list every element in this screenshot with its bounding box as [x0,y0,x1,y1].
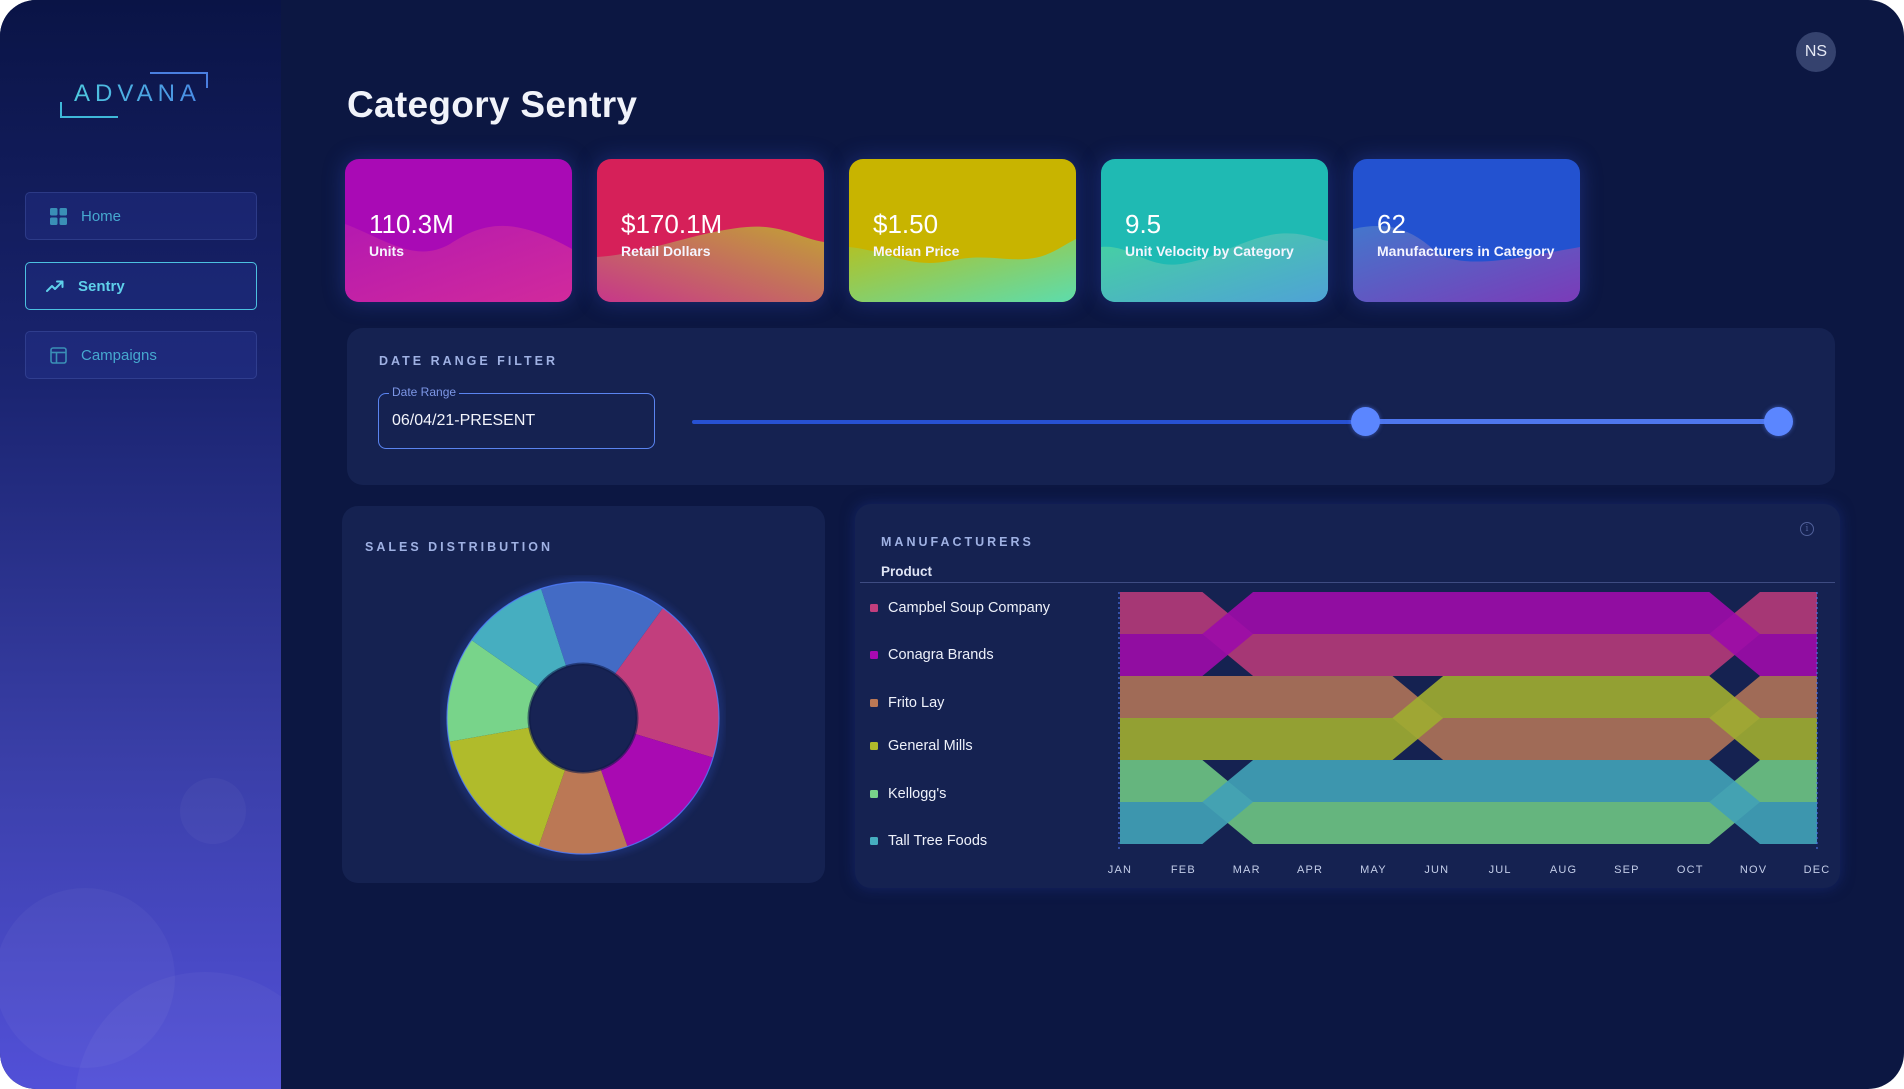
donut-slice[interactable] [540,582,663,676]
sales-distribution-donut-chart [444,579,722,857]
legend-label: Frito Lay [888,695,945,711]
legend-swatch [870,651,878,659]
panel-title: DATE RANGE FILTER [379,354,559,368]
date-slider-end-handle[interactable] [1764,407,1793,436]
date-range-field[interactable]: Date Range [378,385,655,449]
sidebar-item-label: Campaigns [81,346,157,364]
sidebar-item-sentry[interactable]: Sentry [25,262,257,310]
user-avatar[interactable]: NS [1796,32,1836,72]
manufacturers-bump-chart [1118,592,1818,850]
advana-logo[interactable]: ADVANA [60,72,210,122]
card-wave-background [597,159,824,302]
kpi-value: $1.50 [873,209,939,239]
kpi-label: Median Price [873,243,960,259]
legend-swatch [870,790,878,798]
x-axis-label: MAR [1232,864,1261,876]
header-divider [860,582,1835,583]
bump-band[interactable] [1120,760,1817,844]
kpi-card-median-price: $1.50 Median Price [849,159,1076,302]
info-icon[interactable]: i [1800,522,1814,536]
legend-label: Campbel Soup Company [888,600,1051,616]
x-axis-label: JUL [1488,864,1512,876]
kpi-value: 9.5 [1125,209,1162,239]
kpi-label: Manufacturers in Category [1377,243,1555,259]
kpi-label: Units [369,243,404,259]
x-axis-label: FEB [1170,864,1196,876]
legend-item-kelloggs: Kellogg's [870,786,946,802]
donut-slice[interactable] [471,588,567,688]
kpi-value: 110.3M [369,209,454,239]
card-wave-background [849,159,1076,302]
card-wave-background [1101,159,1328,302]
donut-slice[interactable] [538,768,628,854]
kpi-card-units: 110.3M Units [345,159,572,302]
legend-label: General Mills [888,738,973,754]
sidebar-item-label: Home [81,207,122,225]
bump-band[interactable] [1120,676,1817,760]
logo-bracket [150,72,208,88]
donut-hole [529,664,637,772]
legend-swatch [870,604,878,612]
kpi-value: 62 [1377,209,1406,239]
field-label: Date Range [389,385,460,399]
x-axis-label: AUG [1549,864,1578,876]
date-range-input[interactable] [392,412,642,430]
donut-slices [447,582,719,854]
legend-item-campbel: Campbel Soup Company [870,600,1050,616]
legend-item-tall-tree: Tall Tree Foods [870,833,987,849]
trending-up-icon [46,280,64,292]
sidebar-item-home[interactable]: Home [25,192,257,240]
legend-swatch [870,742,878,750]
x-axis-label: SEP [1614,864,1640,876]
x-axis-label: NOV [1739,864,1768,876]
legend-label: Conagra Brands [888,647,994,663]
donut-slice[interactable] [447,640,540,742]
donut-slice[interactable] [614,607,719,758]
sidebar-item-label: Sentry [78,277,125,295]
page-title: Category Sentry [347,84,638,125]
donut-slice[interactable] [449,727,566,847]
date-slider-start-handle[interactable] [1351,407,1380,436]
logo-bracket [60,102,118,118]
donut-slice[interactable] [600,733,714,847]
x-axis-label: JAN [1107,864,1133,876]
x-axis-label: MAY [1360,864,1387,876]
x-axis-label: DEC [1803,864,1831,876]
legend-item-general-mills: General Mills [870,738,973,754]
x-axis-label: OCT [1676,864,1704,876]
kpi-card-manufacturers: 62 Manufacturers in Category [1353,159,1580,302]
logo-text: ADVANA [74,80,201,107]
x-axis-label: APR [1296,864,1324,876]
legend-swatch [870,837,878,845]
x-axis-label: JUN [1424,864,1450,876]
legend-label: Tall Tree Foods [888,833,988,849]
sidebar: ADVANA Home Sentry Campaig [0,0,281,1089]
kpi-card-retail-dollars: $170.1M Retail Dollars [597,159,824,302]
kpi-value: $170.1M [621,209,723,239]
panel-title: MANUFACTURERS [881,535,1034,549]
card-wave-background [345,159,572,302]
legend-item-conagra: Conagra Brands [870,647,994,663]
column-header-product: Product [881,564,933,579]
kpi-card-unit-velocity: 9.5 Unit Velocity by Category [1101,159,1328,302]
date-slider-track[interactable] [692,420,1777,424]
layout-icon [50,346,67,364]
grid-icon [50,207,67,225]
kpi-label: Unit Velocity by Category [1125,243,1294,259]
card-wave-background [1353,159,1580,302]
panel-title: SALES DISTRIBUTION [365,540,554,554]
legend-label: Kellogg's [888,786,947,802]
sidebar-item-campaigns[interactable]: Campaigns [25,331,257,379]
legend-swatch [870,699,878,707]
legend-item-frito-lay: Frito Lay [870,695,944,711]
kpi-label: Retail Dollars [621,243,711,259]
decorative-bubble [180,778,246,844]
date-slider-selected-range [1365,419,1778,424]
date-range-filter-panel: DATE RANGE FILTER [347,328,1835,485]
bump-band[interactable] [1120,592,1817,676]
